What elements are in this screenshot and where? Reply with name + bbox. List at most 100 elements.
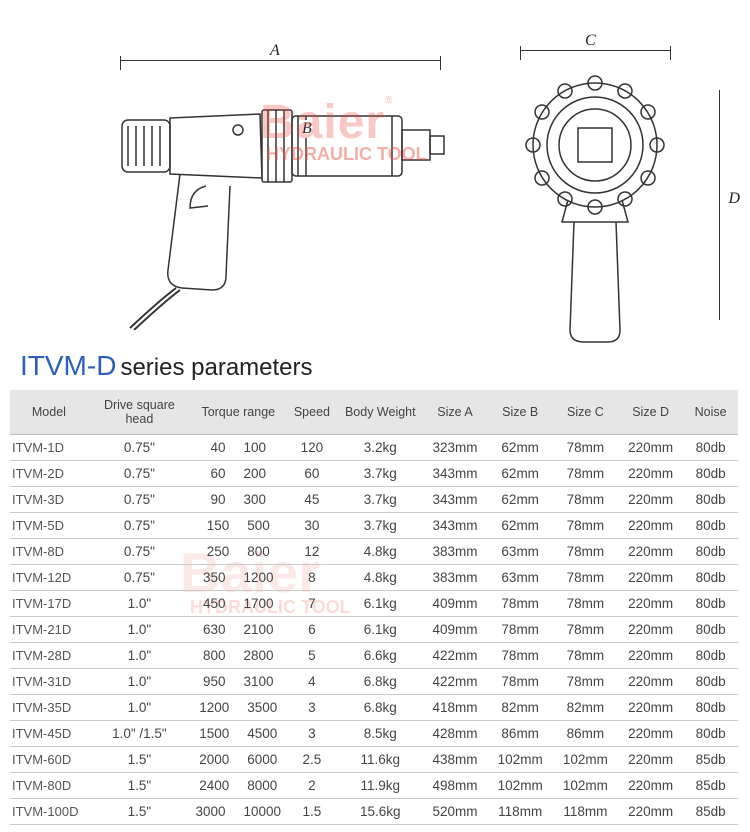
cell-speed: 60 bbox=[286, 461, 339, 487]
table-row: ITVM-45D1.0" /1.5"1500450038.5kg428mm86m… bbox=[10, 721, 738, 747]
cell-size-b: 118mm bbox=[488, 799, 553, 825]
table-row: ITVM-31D1.0"950310046.8kg422mm78mm78mm22… bbox=[10, 669, 738, 695]
cell-model: ITVM-17D bbox=[10, 591, 88, 617]
table-row: ITVM-80D1.5"24008000211.9kg498mm102mm102… bbox=[10, 773, 738, 799]
cell-noise: 85db bbox=[683, 747, 738, 773]
cell-size-d: 220mm bbox=[618, 799, 683, 825]
dimension-a-line bbox=[120, 60, 440, 61]
brand-watermark: Baier® HYDRAULIC TOOL bbox=[260, 95, 427, 165]
col-model: Model bbox=[10, 390, 88, 435]
cell-noise: 80db bbox=[683, 617, 738, 643]
cell-weight: 11.6kg bbox=[338, 747, 422, 773]
cell-model: ITVM-12D bbox=[10, 565, 88, 591]
cell-speed: 2 bbox=[286, 773, 339, 799]
col-speed: Speed bbox=[286, 390, 339, 435]
cell-speed: 4 bbox=[286, 669, 339, 695]
cell-size-c: 78mm bbox=[553, 591, 618, 617]
cell-size-d: 220mm bbox=[618, 643, 683, 669]
cell-noise: 80db bbox=[683, 539, 738, 565]
dimension-c-line bbox=[520, 50, 670, 51]
cell-drive: 1.0" bbox=[88, 591, 191, 617]
col-weight: Body Weight bbox=[338, 390, 422, 435]
cell-speed: 1.5 bbox=[286, 799, 339, 825]
cell-size-b: 78mm bbox=[488, 669, 553, 695]
table-body: ITVM-1D0.75"401001203.2kg323mm62mm78mm22… bbox=[10, 435, 738, 825]
cell-size-c: 86mm bbox=[553, 721, 618, 747]
title-suffix: series parameters bbox=[120, 354, 312, 382]
cell-size-a: 418mm bbox=[422, 695, 487, 721]
cell-speed: 6 bbox=[286, 617, 339, 643]
cell-weight: 4.8kg bbox=[338, 565, 422, 591]
cell-size-d: 220mm bbox=[618, 461, 683, 487]
cell-speed: 8 bbox=[286, 565, 339, 591]
cell-size-a: 343mm bbox=[422, 487, 487, 513]
cell-weight: 6.1kg bbox=[338, 591, 422, 617]
cell-torque: 300010000 bbox=[191, 799, 286, 825]
cell-model: ITVM-45D bbox=[10, 721, 88, 747]
cell-model: ITVM-28D bbox=[10, 643, 88, 669]
section-title: ITVM-D series parameters bbox=[20, 350, 313, 382]
cell-size-b: 102mm bbox=[488, 773, 553, 799]
cell-torque: 20006000 bbox=[191, 747, 286, 773]
cell-torque: 15004500 bbox=[191, 721, 286, 747]
table-row: ITVM-5D0.75"150500303.7kg343mm62mm78mm22… bbox=[10, 513, 738, 539]
col-size-a: Size A bbox=[422, 390, 487, 435]
cell-size-d: 220mm bbox=[618, 487, 683, 513]
cell-size-d: 220mm bbox=[618, 747, 683, 773]
table-row: ITVM-8D0.75"250800124.8kg383mm63mm78mm22… bbox=[10, 539, 738, 565]
cell-size-d: 220mm bbox=[618, 435, 683, 461]
cell-torque: 24008000 bbox=[191, 773, 286, 799]
cell-size-d: 220mm bbox=[618, 565, 683, 591]
cell-speed: 5 bbox=[286, 643, 339, 669]
cell-torque: 4501700 bbox=[191, 591, 286, 617]
cell-size-a: 428mm bbox=[422, 721, 487, 747]
cell-weight: 15.6kg bbox=[338, 799, 422, 825]
cell-model: ITVM-35D bbox=[10, 695, 88, 721]
cell-noise: 80db bbox=[683, 565, 738, 591]
front-view-diagram: C D bbox=[490, 50, 710, 370]
cell-weight: 3.2kg bbox=[338, 435, 422, 461]
table-row: ITVM-35D1.0"1200350036.8kg418mm82mm82mm2… bbox=[10, 695, 738, 721]
cell-size-c: 78mm bbox=[553, 513, 618, 539]
cell-weight: 6.6kg bbox=[338, 643, 422, 669]
col-size-c: Size C bbox=[553, 390, 618, 435]
cell-model: ITVM-80D bbox=[10, 773, 88, 799]
cell-torque: 9503100 bbox=[191, 669, 286, 695]
cell-size-c: 78mm bbox=[553, 435, 618, 461]
tool-front-sketch bbox=[490, 50, 700, 350]
cell-model: ITVM-3D bbox=[10, 487, 88, 513]
cell-weight: 6.8kg bbox=[338, 695, 422, 721]
cell-size-a: 343mm bbox=[422, 513, 487, 539]
cell-speed: 7 bbox=[286, 591, 339, 617]
cell-size-c: 78mm bbox=[553, 487, 618, 513]
cell-size-c: 78mm bbox=[553, 643, 618, 669]
col-size-b: Size B bbox=[488, 390, 553, 435]
col-drive: Drive square head bbox=[88, 390, 191, 435]
table-row: ITVM-60D1.5"200060002.511.6kg438mm102mm1… bbox=[10, 747, 738, 773]
cell-drive: 0.75" bbox=[88, 513, 191, 539]
cell-model: ITVM-5D bbox=[10, 513, 88, 539]
cell-size-b: 102mm bbox=[488, 747, 553, 773]
cell-size-a: 323mm bbox=[422, 435, 487, 461]
cell-noise: 80db bbox=[683, 487, 738, 513]
cell-size-c: 78mm bbox=[553, 565, 618, 591]
cell-weight: 3.7kg bbox=[338, 461, 422, 487]
cell-model: ITVM-60D bbox=[10, 747, 88, 773]
cell-size-c: 78mm bbox=[553, 617, 618, 643]
table-header: Model Drive square head Torque range Spe… bbox=[10, 390, 738, 435]
cell-size-b: 62mm bbox=[488, 487, 553, 513]
cell-size-c: 78mm bbox=[553, 669, 618, 695]
cell-size-a: 422mm bbox=[422, 669, 487, 695]
cell-size-c: 118mm bbox=[553, 799, 618, 825]
cell-speed: 2.5 bbox=[286, 747, 339, 773]
cell-drive: 0.75" bbox=[88, 487, 191, 513]
cell-size-d: 220mm bbox=[618, 539, 683, 565]
parameters-table: Model Drive square head Torque range Spe… bbox=[10, 390, 738, 825]
cell-size-a: 383mm bbox=[422, 539, 487, 565]
cell-size-a: 520mm bbox=[422, 799, 487, 825]
cell-size-a: 498mm bbox=[422, 773, 487, 799]
cell-size-c: 102mm bbox=[553, 773, 618, 799]
cell-size-a: 343mm bbox=[422, 461, 487, 487]
table-row: ITVM-12D0.75"350120084.8kg383mm63mm78mm2… bbox=[10, 565, 738, 591]
cell-weight: 3.7kg bbox=[338, 487, 422, 513]
